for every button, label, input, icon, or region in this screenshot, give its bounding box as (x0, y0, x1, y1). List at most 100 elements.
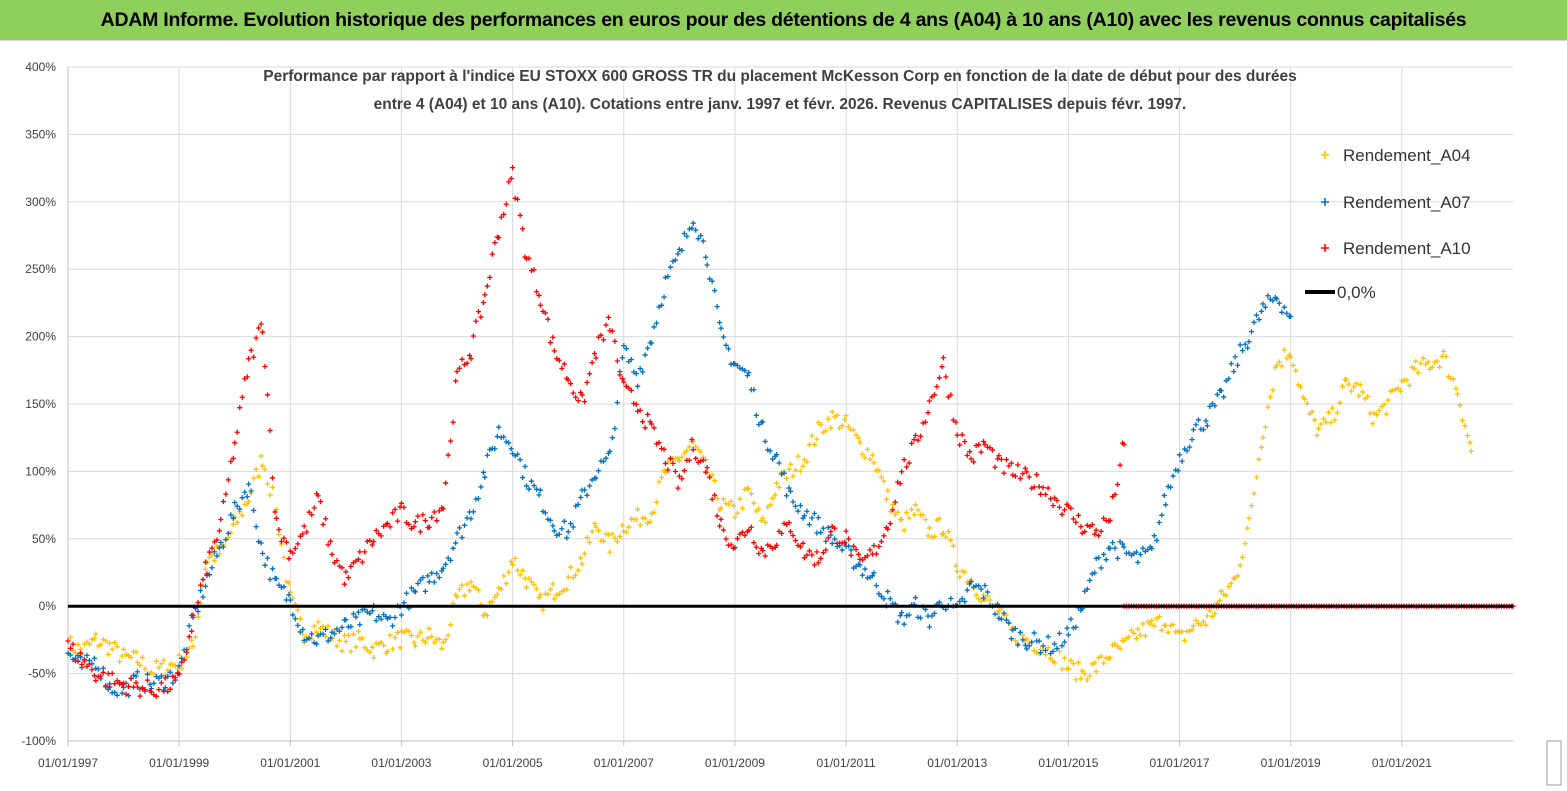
data-point (1112, 641, 1118, 647)
data-point (1040, 643, 1046, 649)
data-point (1001, 610, 1007, 616)
data-point (1320, 416, 1327, 422)
data-point (246, 356, 252, 362)
data-point (533, 486, 540, 492)
data-point (987, 597, 993, 603)
data-point (1323, 419, 1329, 425)
data-point (762, 519, 768, 525)
data-point (621, 343, 627, 349)
data-point (547, 517, 554, 523)
data-point (1395, 385, 1401, 391)
data-point (362, 645, 368, 651)
data-point (533, 586, 540, 592)
data-point (1190, 623, 1197, 629)
data-point (1015, 462, 1021, 468)
data-point (964, 587, 970, 593)
scrollbar-stub[interactable] (1546, 740, 1562, 786)
data-point (264, 392, 271, 398)
data-point (283, 539, 290, 545)
data-point (550, 523, 556, 529)
data-point (1207, 608, 1213, 614)
data-point (179, 665, 185, 671)
data-point (186, 623, 192, 629)
data-point (940, 355, 946, 361)
data-point (528, 478, 535, 484)
data-point (1079, 668, 1085, 674)
data-point (693, 444, 699, 450)
data-point (1075, 659, 1081, 666)
data-point (251, 354, 257, 360)
data-point (1468, 448, 1474, 454)
data-point (586, 539, 593, 545)
data-point (1059, 643, 1065, 649)
data-point (295, 607, 301, 613)
data-point (621, 379, 627, 385)
data-point (770, 495, 776, 501)
data-point (517, 457, 523, 463)
data-point (223, 491, 229, 497)
data-point (1418, 360, 1424, 366)
data-point (339, 624, 345, 630)
data-point (815, 515, 821, 521)
data-point (617, 372, 623, 378)
x-tick-label: 01/01/2013 (927, 756, 987, 770)
data-point (341, 581, 348, 587)
data-point (1151, 623, 1157, 629)
data-point (267, 427, 273, 434)
data-point (1429, 364, 1435, 370)
data-point (681, 450, 687, 456)
data-point (339, 565, 345, 571)
data-point (325, 542, 331, 548)
data-point (259, 463, 266, 469)
data-point (420, 574, 426, 581)
data-point (392, 506, 398, 512)
data-point (1045, 485, 1051, 491)
data-point (873, 583, 879, 589)
data-point (707, 474, 713, 480)
data-point (605, 314, 612, 320)
data-point (920, 512, 926, 518)
data-point (1073, 677, 1079, 683)
data-point (498, 214, 504, 220)
data-point (1098, 528, 1104, 535)
y-tick-label: 100% (25, 464, 56, 478)
data-point (494, 592, 500, 598)
data-point (214, 537, 220, 543)
data-point (406, 521, 412, 528)
data-point (216, 528, 223, 534)
data-point (89, 636, 95, 643)
data-point (461, 593, 468, 599)
data-point (551, 528, 557, 534)
data-point (503, 201, 509, 207)
data-point (550, 581, 556, 587)
data-point (1242, 341, 1248, 347)
data-point (1050, 503, 1056, 509)
data-point (234, 503, 240, 509)
data-point (258, 540, 264, 546)
data-point (795, 508, 801, 514)
data-point (387, 614, 393, 620)
data-point (119, 653, 125, 659)
data-point (653, 499, 660, 505)
data-point (1334, 410, 1340, 416)
data-point (86, 641, 92, 647)
data-point (996, 608, 1002, 614)
data-point (401, 504, 407, 510)
data-point (93, 631, 99, 637)
data-point (1420, 355, 1426, 361)
data-point (762, 438, 768, 445)
data-point (792, 503, 799, 509)
data-point (581, 399, 588, 405)
data-point (762, 553, 768, 559)
data-point (1274, 296, 1280, 302)
data-point (508, 559, 514, 565)
data-point (811, 510, 817, 517)
data-point (440, 565, 446, 571)
data-point (573, 394, 579, 400)
data-point (304, 529, 310, 535)
data-point (1170, 473, 1176, 479)
data-point (501, 211, 507, 217)
data-point (964, 452, 970, 459)
data-point (345, 575, 351, 581)
data-point (790, 473, 796, 479)
